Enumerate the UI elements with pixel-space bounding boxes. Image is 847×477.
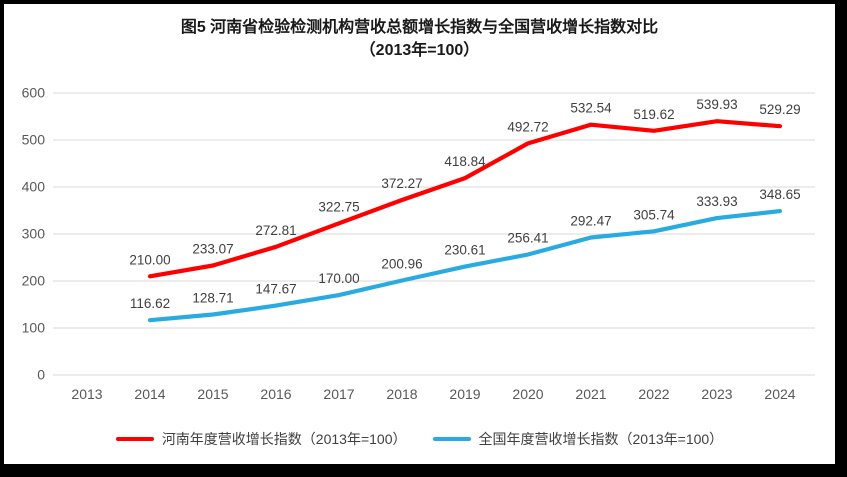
data-label-1-2020: 256.41: [507, 230, 548, 245]
x-tick-label-2017: 2017: [323, 386, 354, 402]
data-label-1-2015: 128.71: [192, 291, 233, 306]
legend-label-national: 全国年度营收增长指数（2013年=100）: [478, 431, 724, 447]
x-tick-label-2016: 2016: [260, 386, 291, 402]
data-label-1-2022: 305.74: [633, 207, 675, 222]
data-label-0-2022: 519.62: [633, 107, 674, 122]
y-tick-label-400: 400: [22, 179, 46, 195]
data-label-0-2021: 532.54: [570, 101, 612, 116]
series-line-0: [147, 119, 783, 279]
chart-title: 图5 河南省检验检测机构营收总额增长指数与全国营收增长指数对比 （2013年=1…: [4, 16, 835, 62]
y-tick-label-200: 200: [22, 273, 46, 289]
chart-title-line2: （2013年=100）: [359, 42, 480, 59]
data-label-1-2024: 348.65: [759, 187, 800, 202]
data-label-0-2018: 372.27: [381, 176, 422, 191]
series-line-1: [147, 209, 783, 323]
data-label-1-2021: 292.47: [570, 214, 611, 229]
x-tick-label-2024: 2024: [764, 386, 795, 402]
x-tick-label-2015: 2015: [197, 386, 228, 402]
data-label-0-2015: 233.07: [192, 241, 233, 256]
data-label-1-2014: 116.62: [130, 296, 170, 311]
data-label-0-2020: 492.72: [507, 119, 548, 134]
y-tick-label-300: 300: [22, 226, 46, 242]
y-tick-label-500: 500: [22, 132, 46, 148]
y-tick-label-100: 100: [22, 320, 46, 336]
data-label-0-2023: 539.93: [696, 97, 737, 112]
data-label-0-2019: 418.84: [444, 154, 486, 169]
chart-legend: 河南年度营收增长指数（2013年=100） 全国年度营收增长指数（2013年=1…: [4, 429, 835, 449]
x-tick-label-2014: 2014: [134, 386, 165, 402]
data-label-1-2019: 230.61: [444, 243, 485, 258]
data-label-1-2018: 200.96: [381, 257, 422, 272]
legend-label-henan: 河南年度营收增长指数（2013年=100）: [161, 431, 407, 447]
x-tick-label-2022: 2022: [638, 386, 669, 402]
data-label-0-2016: 272.81: [255, 223, 296, 238]
y-tick-label-0: 0: [37, 367, 45, 383]
legend-swatch-henan: [115, 437, 154, 441]
x-tick-label-2013: 2013: [71, 386, 102, 402]
data-label-0-2014: 210.00: [129, 252, 170, 267]
chart-title-line1: 图5 河南省检验检测机构营收总额增长指数与全国营收增长指数对比: [180, 19, 659, 36]
data-label-1-2017: 170.00: [318, 271, 359, 286]
data-label-0-2024: 529.29: [759, 102, 800, 117]
x-tick-label-2023: 2023: [701, 386, 732, 402]
data-label-0-2017: 322.75: [318, 199, 359, 214]
legend-item-national: 全国年度营收增长指数（2013年=100）: [432, 429, 724, 449]
x-tick-label-2019: 2019: [449, 386, 480, 402]
chart-plot-area: 0 100 200 300 400 500 600 2013 2014 2015 2016 2017 2…: [22, 85, 815, 402]
x-tick-label-2020: 2020: [512, 386, 543, 402]
data-label-1-2023: 333.93: [696, 194, 737, 209]
legend-swatch-national: [432, 437, 471, 441]
chart-canvas: 图5 河南省检验检测机构营收总额增长指数与全国营收增长指数对比 （2013年=1…: [4, 4, 835, 464]
y-tick-label-600: 600: [22, 85, 46, 101]
x-tick-label-2021: 2021: [575, 386, 606, 402]
data-label-1-2016: 147.67: [255, 282, 296, 297]
x-tick-label-2018: 2018: [386, 386, 417, 402]
legend-item-henan: 河南年度营收增长指数（2013年=100）: [115, 429, 407, 449]
